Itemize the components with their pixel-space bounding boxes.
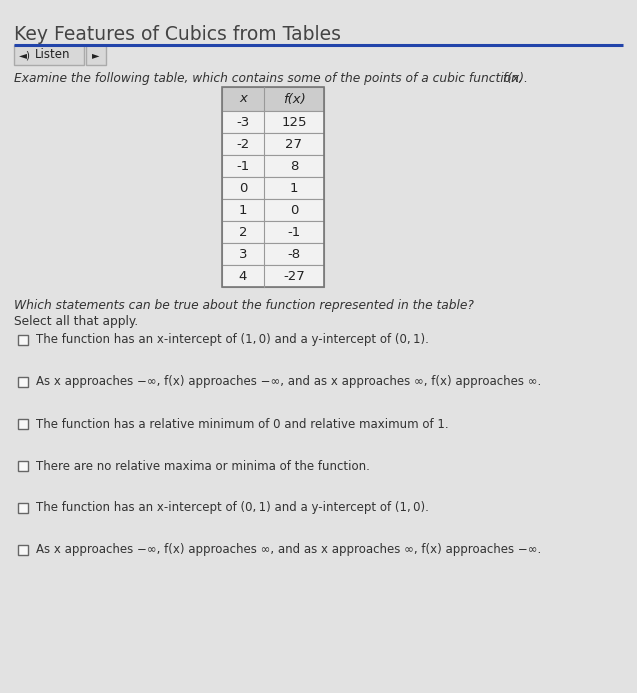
Text: 3: 3 [239, 247, 247, 261]
Text: Select all that apply.: Select all that apply. [14, 315, 138, 328]
Text: -3: -3 [236, 116, 250, 128]
Text: x: x [239, 92, 247, 105]
Bar [222, 177, 324, 199]
Text: f(x): f(x) [283, 92, 305, 105]
Bar [222, 243, 324, 265]
Text: ►: ► [92, 50, 100, 60]
Bar [86, 45, 106, 65]
Text: 27: 27 [285, 137, 303, 150]
Text: 1: 1 [239, 204, 247, 216]
Text: -2: -2 [236, 137, 250, 150]
Bar [222, 87, 324, 287]
Bar [14, 45, 84, 65]
Text: Listen: Listen [35, 49, 71, 62]
Bar [18, 377, 28, 387]
Bar [18, 503, 28, 513]
Text: Key Features of Cubics from Tables: Key Features of Cubics from Tables [14, 25, 341, 44]
Text: 0: 0 [239, 182, 247, 195]
Text: -1: -1 [287, 225, 301, 238]
Bar [222, 221, 324, 243]
Text: -1: -1 [236, 159, 250, 173]
Text: The function has an x-intercept of (1, 0) and a y-intercept of (0, 1).: The function has an x-intercept of (1, 0… [36, 333, 429, 346]
Text: Which statements can be true about the function represented in the table?: Which statements can be true about the f… [14, 299, 474, 312]
Bar [222, 87, 324, 111]
Text: 0: 0 [290, 204, 298, 216]
Text: -27: -27 [283, 270, 305, 283]
Bar [222, 111, 324, 133]
Text: f(x).: f(x). [499, 72, 528, 85]
Text: There are no relative maxima or minima of the function.: There are no relative maxima or minima o… [36, 459, 370, 473]
Text: 125: 125 [282, 116, 307, 128]
Text: The function has an x-intercept of (0, 1) and a y-intercept of (1, 0).: The function has an x-intercept of (0, 1… [36, 502, 429, 514]
Text: ◄): ◄) [19, 50, 31, 60]
Text: 8: 8 [290, 159, 298, 173]
Text: 2: 2 [239, 225, 247, 238]
Bar [222, 133, 324, 155]
Bar [222, 265, 324, 287]
Bar [18, 419, 28, 429]
Bar [222, 199, 324, 221]
Text: Examine the following table, which contains some of the points of a cubic functi: Examine the following table, which conta… [14, 72, 523, 85]
Bar [18, 545, 28, 555]
Text: The function has a relative minimum of 0 and relative maximum of 1.: The function has a relative minimum of 0… [36, 417, 448, 430]
Text: As x approaches −∞, f(x) approaches ∞, and as x approaches ∞, f(x) approaches −∞: As x approaches −∞, f(x) approaches ∞, a… [36, 543, 541, 556]
Text: As x approaches −∞, f(x) approaches −∞, and as x approaches ∞, f(x) approaches ∞: As x approaches −∞, f(x) approaches −∞, … [36, 376, 541, 389]
Text: -8: -8 [287, 247, 301, 261]
Text: 1: 1 [290, 182, 298, 195]
Text: 4: 4 [239, 270, 247, 283]
Bar [18, 335, 28, 345]
Bar [18, 461, 28, 471]
Bar [222, 155, 324, 177]
